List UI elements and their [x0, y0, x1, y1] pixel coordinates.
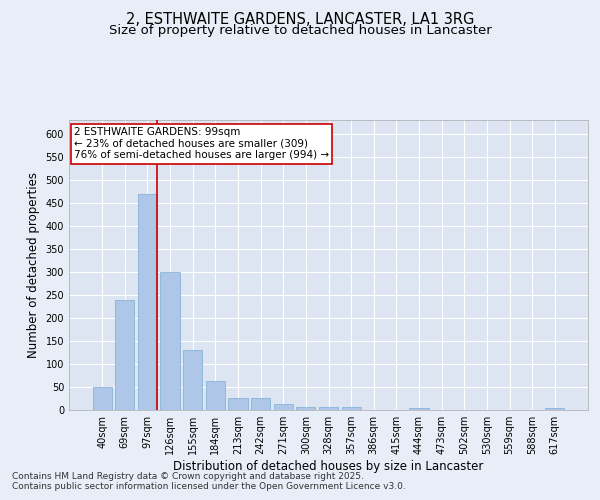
Bar: [160, 272, 180, 410]
Text: Contains HM Land Registry data © Crown copyright and database right 2025.: Contains HM Land Registry data © Crown c…: [12, 472, 364, 481]
Bar: [296, 407, 316, 410]
Bar: [409, 408, 428, 410]
Text: Contains public sector information licensed under the Open Government Licence v3: Contains public sector information licen…: [12, 482, 406, 491]
Bar: [92, 387, 112, 410]
Text: Size of property relative to detached houses in Lancaster: Size of property relative to detached ho…: [109, 24, 491, 37]
Bar: [251, 398, 270, 410]
Bar: [229, 398, 248, 410]
Bar: [274, 404, 293, 410]
Bar: [341, 407, 361, 410]
Bar: [319, 407, 338, 410]
Y-axis label: Number of detached properties: Number of detached properties: [27, 172, 40, 358]
Text: 2 ESTHWAITE GARDENS: 99sqm
← 23% of detached houses are smaller (309)
76% of sem: 2 ESTHWAITE GARDENS: 99sqm ← 23% of deta…: [74, 127, 329, 160]
Bar: [545, 408, 565, 410]
Bar: [115, 300, 134, 410]
Bar: [138, 194, 157, 410]
Bar: [206, 381, 225, 410]
Bar: [183, 350, 202, 410]
X-axis label: Distribution of detached houses by size in Lancaster: Distribution of detached houses by size …: [173, 460, 484, 473]
Text: 2, ESTHWAITE GARDENS, LANCASTER, LA1 3RG: 2, ESTHWAITE GARDENS, LANCASTER, LA1 3RG: [126, 12, 474, 28]
